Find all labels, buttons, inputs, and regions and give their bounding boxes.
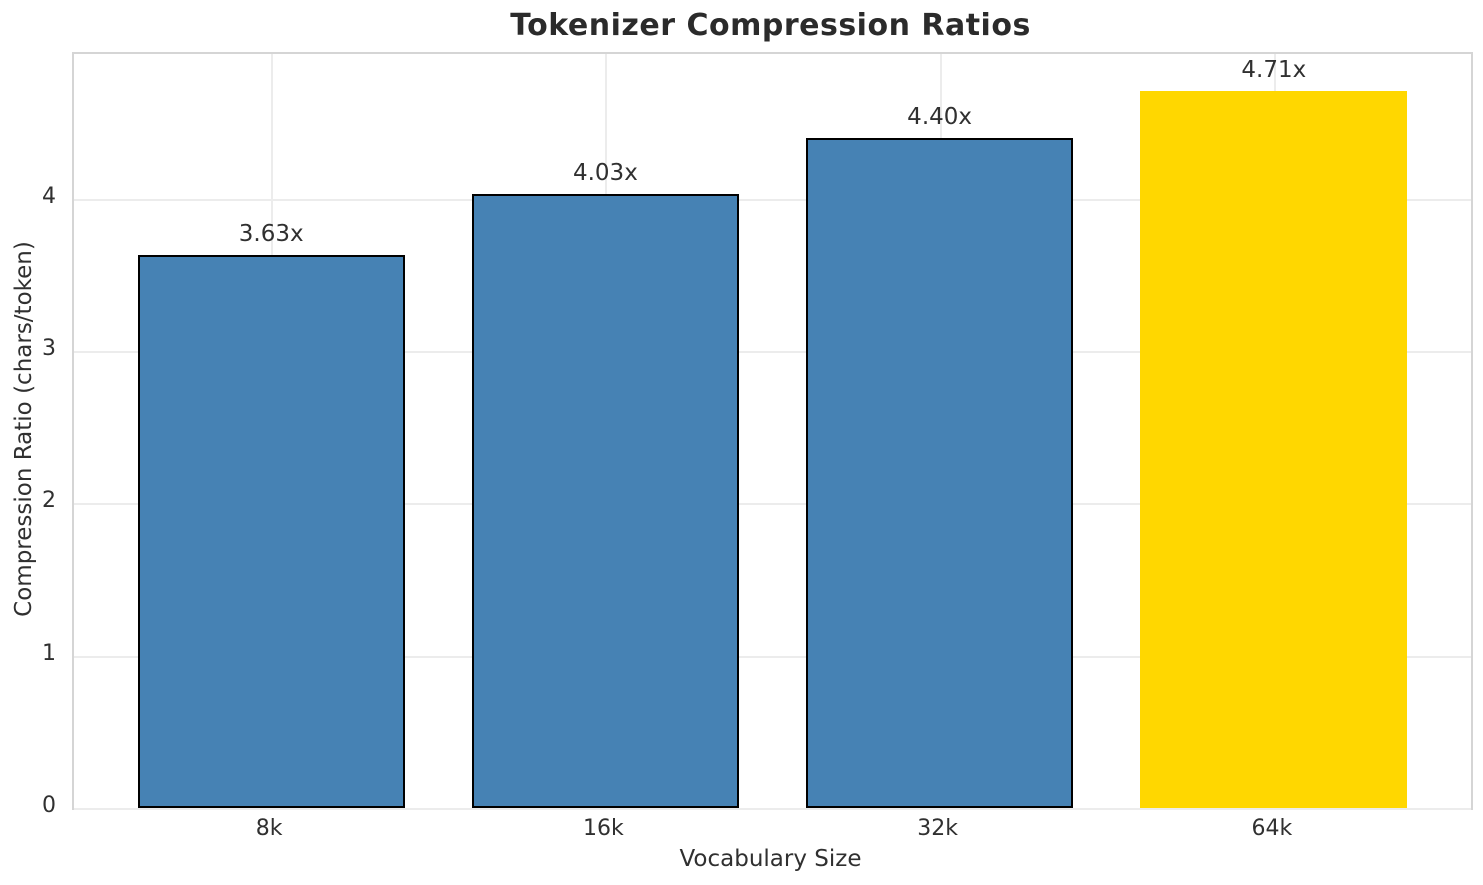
bar-8k [137,255,405,808]
h-gridline-3 [74,351,1471,354]
bar-value-label-8k: 3.63x [238,221,304,248]
y-tick-label-2: 2 [42,488,56,514]
bar-value-label-64k: 4.71x [1241,56,1307,83]
y-axis-label: Compression Ratio (chars/token) [11,241,37,617]
x-axis-label: Vocabulary Size [679,846,862,872]
h-gridline-2 [74,503,1471,506]
y-tick-label-3: 3 [42,336,56,362]
x-tick-label-32k: 32k [917,816,958,841]
y-tick-label-4: 4 [42,183,56,209]
bar-64k [1140,90,1408,808]
x-tick-label-64k: 64k [1251,816,1293,841]
x-tick-label-8k: 8k [255,816,283,841]
bar-32k [805,137,1074,808]
bar-value-label-16k: 4.03x [572,160,638,187]
y-tick-label-0: 0 [42,793,56,818]
y-tick-label-1: 1 [42,640,56,666]
h-gridline-1 [74,655,1471,658]
plot-area: 3.63x 4.03x 4.40x 4.71x [72,52,1473,810]
chart-title: Tokenizer Compression Ratios [510,8,1031,43]
h-gridline-4 [74,198,1471,201]
x-tick-label-16k: 16k [583,816,624,841]
h-gridline-0 [74,808,1471,810]
bar-value-label-32k: 4.40x [907,103,973,130]
bar-16k [471,194,740,808]
